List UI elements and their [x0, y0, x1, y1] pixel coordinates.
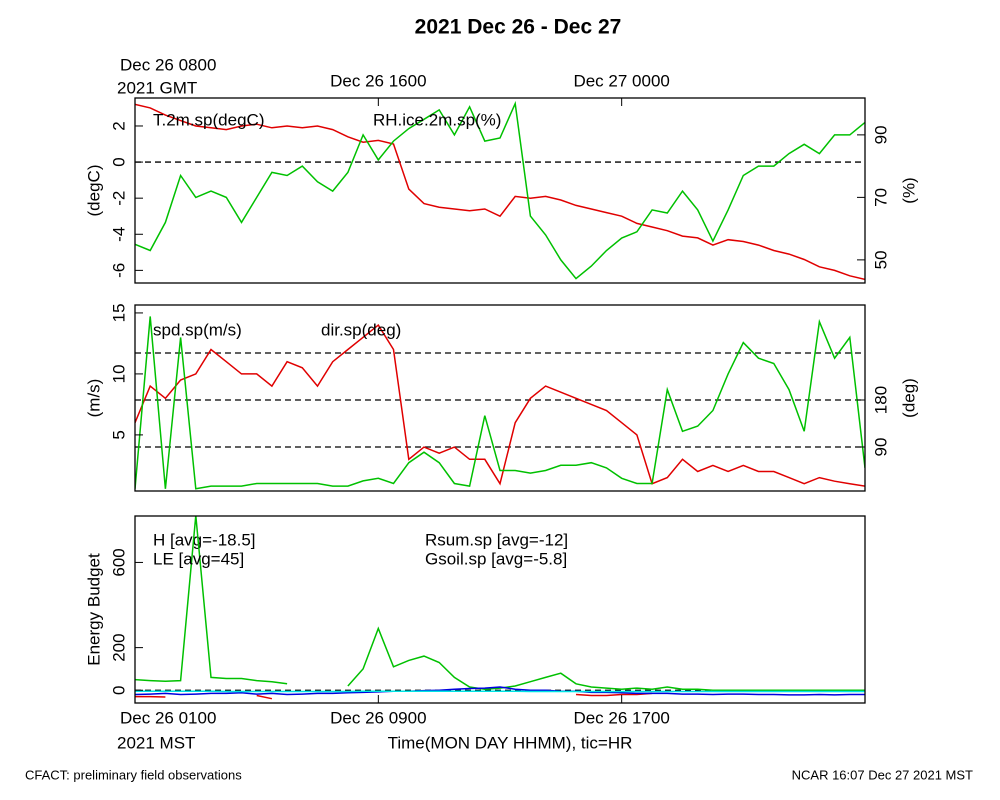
x-sublabel: 2021 GMT [117, 78, 197, 97]
legend-entry: LE [avg=45] [153, 549, 244, 568]
y-tick-label: 5 [109, 430, 128, 439]
y-axis-label: Energy Budget [84, 553, 103, 666]
y2-tick-label: 70 [871, 188, 890, 207]
legend-entry: T.2m.sp(degC) [153, 110, 264, 129]
x-tick-label: Dec 26 1700 [573, 708, 669, 727]
x-tick-label: Dec 26 0100 [120, 708, 216, 727]
y-tick-label: -4 [109, 227, 128, 242]
plot-frame [134, 304, 866, 492]
x-tick-label: Dec 26 0900 [330, 708, 426, 727]
legend-entry: spd.sp(m/s) [153, 320, 242, 339]
series-line [135, 690, 653, 700]
x-axis-label: Time(MON DAY HHMM), tic=HR [388, 733, 633, 752]
y-tick-label: -2 [109, 191, 128, 206]
y-tick-label: 2 [109, 121, 128, 130]
footer-right: NCAR 16:07 Dec 27 2021 MST [792, 767, 973, 782]
y-tick-label: 10 [109, 364, 128, 383]
y2-axis-label: (%) [899, 177, 918, 203]
series-line [135, 316, 865, 490]
legend-entry: RH.ice.2m.sp(%) [373, 110, 501, 129]
x-tick-label: Dec 26 1600 [330, 71, 426, 90]
y-tick-label: 600 [109, 548, 128, 576]
y-tick-label: 0 [109, 685, 128, 694]
legend-entry: dir.sp(deg) [321, 320, 401, 339]
y2-tick-label: 90 [871, 125, 890, 144]
series-line [135, 516, 865, 691]
y-tick-label: 15 [109, 303, 128, 322]
footer-left: CFACT: preliminary field observations [25, 767, 242, 782]
y-tick-label: 200 [109, 633, 128, 661]
chart-title: 2021 Dec 26 - Dec 27 [415, 16, 622, 39]
series-line [135, 686, 865, 696]
y-tick-label: 0 [109, 157, 128, 166]
y2-tick-label: 180 [871, 386, 890, 414]
y-tick-label: -6 [109, 263, 128, 278]
legend-entry: Gsoil.sp [avg=-5.8] [425, 549, 567, 568]
x-sublabel: 2021 MST [117, 733, 195, 752]
y-axis-label: (m/s) [84, 379, 103, 418]
plot-frame [134, 515, 866, 704]
x-tick-label: Dec 27 0000 [573, 71, 669, 90]
y2-tick-label: 90 [871, 438, 890, 457]
legend-entry: Rsum.sp [avg=-12] [425, 530, 568, 549]
plot-frame [134, 97, 866, 284]
y-axis-label: (degC) [84, 165, 103, 217]
series-line [135, 100, 865, 280]
y2-tick-label: 50 [871, 250, 890, 269]
legend-entry: H [avg=-18.5] [153, 530, 256, 549]
series-line [135, 103, 865, 281]
x-tick-label: Dec 26 0800 [120, 55, 216, 74]
y2-axis-label: (deg) [899, 378, 918, 418]
series-line [135, 323, 865, 487]
